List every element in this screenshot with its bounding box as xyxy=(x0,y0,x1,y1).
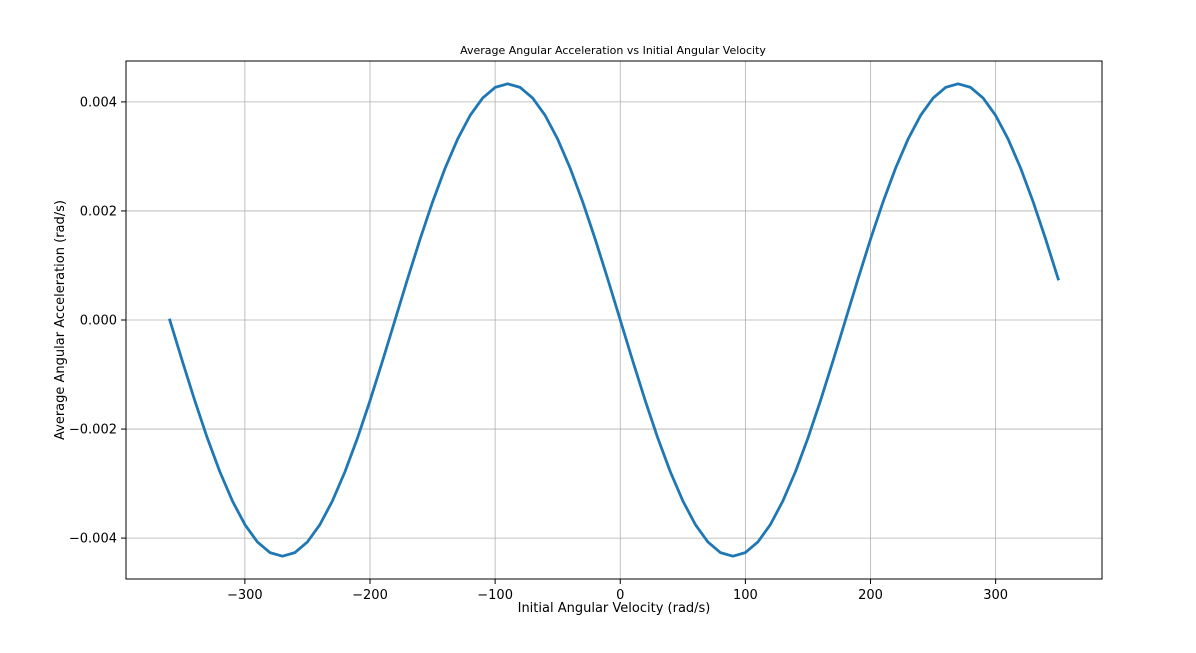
x-tick-label: 300 xyxy=(983,588,1008,603)
y-axis-ticks: −0.004 −0.002 0.000 0.002 0.004 xyxy=(69,95,126,547)
series-line xyxy=(168,82,1060,558)
y-tick-label: −0.004 xyxy=(69,532,117,547)
line-series xyxy=(168,82,1060,558)
x-tick-label: −100 xyxy=(477,588,513,603)
x-axis-label: Initial Angular Velocity (rad/s) xyxy=(518,601,711,616)
y-tick-label: 0.002 xyxy=(80,204,117,219)
x-tick-label: 0 xyxy=(616,588,624,603)
grid xyxy=(126,61,1102,579)
chart-title: Average Angular Acceleration vs Initial … xyxy=(460,44,766,57)
y-tick-label: 0.000 xyxy=(80,314,117,329)
y-axis-label: Average Angular Acceleration (rad/s) xyxy=(53,200,68,440)
y-tick-label: 0.004 xyxy=(80,95,117,110)
y-tick-label: −0.002 xyxy=(69,423,117,438)
x-axis-ticks: −300 −200 −100 0 100 200 300 xyxy=(227,579,1008,603)
x-tick-label: 100 xyxy=(733,588,758,603)
x-tick-label: −300 xyxy=(227,588,263,603)
x-tick-label: 200 xyxy=(858,588,883,603)
x-tick-label: −200 xyxy=(352,588,388,603)
